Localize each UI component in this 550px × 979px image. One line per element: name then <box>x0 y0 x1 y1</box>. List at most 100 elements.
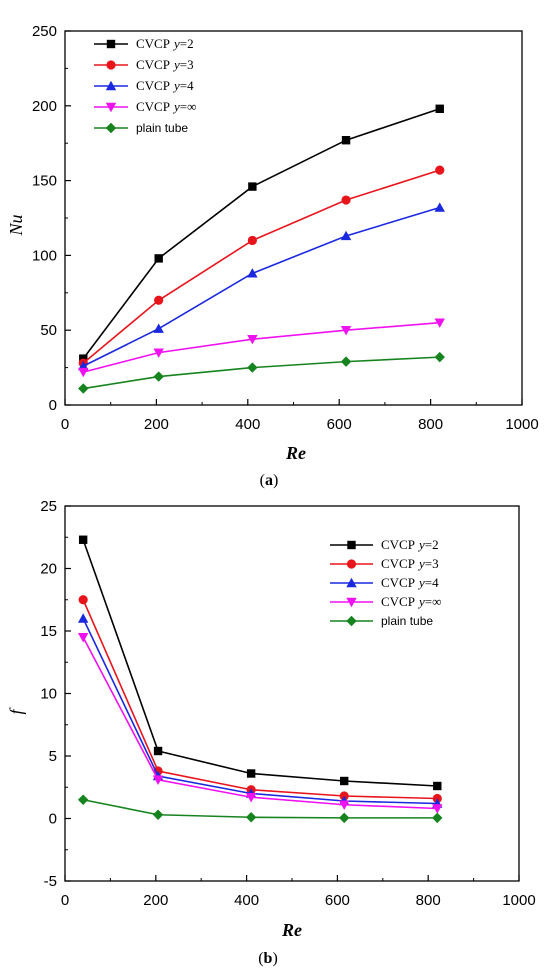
legend-param: y <box>172 36 180 51</box>
caption-letter: b <box>264 950 273 967</box>
data-point <box>434 318 445 328</box>
y-tick-label: 150 <box>32 173 57 190</box>
caption-open: ( <box>260 472 265 489</box>
x-tick-label: 200 <box>143 892 168 909</box>
legend-label: plain tube <box>381 614 433 628</box>
legend-marker <box>106 39 116 49</box>
legend-value: =2 <box>180 36 194 51</box>
data-point <box>248 182 257 191</box>
y-tick-label: 25 <box>40 498 57 515</box>
series-line <box>78 535 442 791</box>
legend-marker <box>105 122 117 134</box>
data-point <box>245 793 257 803</box>
series-line <box>78 165 445 368</box>
y-tick-label: 15 <box>40 623 57 640</box>
legend-param: y <box>172 78 180 93</box>
x-tick-label: 200 <box>144 416 169 433</box>
data-point <box>433 781 442 791</box>
data-point <box>341 136 351 145</box>
series-path <box>82 618 438 805</box>
legend-name: CVCP <box>136 36 170 51</box>
series-line <box>77 613 443 808</box>
series-path <box>83 321 440 373</box>
legend-name: CVCP <box>136 57 170 72</box>
legend-value: =∞ <box>180 99 197 114</box>
legend-name: CVCP <box>381 594 415 609</box>
y-tick-label: 0 <box>49 811 57 828</box>
x-tick-label: 400 <box>235 416 260 433</box>
data-point <box>152 775 164 785</box>
data-point <box>77 633 89 643</box>
data-point <box>340 326 352 336</box>
data-point <box>434 351 445 363</box>
legend-label: CVCP y=∞ <box>136 99 196 114</box>
data-point <box>339 800 350 810</box>
series-line <box>77 794 443 824</box>
data-point <box>435 165 445 175</box>
data-point <box>340 776 349 786</box>
y-tick-label: 200 <box>32 98 57 115</box>
plot-frame <box>64 505 520 882</box>
caption-close: ) <box>272 950 277 967</box>
data-point <box>78 383 89 394</box>
legend-value: =4 <box>180 78 194 93</box>
subfigure-caption: (b) <box>258 950 278 967</box>
caption-open: ( <box>258 950 263 967</box>
data-point <box>152 809 164 820</box>
x-tick-label: 400 <box>234 892 259 909</box>
data-point <box>432 812 443 824</box>
legend-value: =2 <box>425 537 439 552</box>
y-tick-label: 250 <box>32 23 57 40</box>
data-point <box>341 195 351 205</box>
data-point <box>339 812 350 824</box>
legend-name: plain tube <box>381 614 433 628</box>
series-path <box>82 599 438 800</box>
data-point <box>78 535 88 544</box>
plot-frame <box>64 30 523 406</box>
chart-a: 0 200 400 600 800 1000 0 50 100 150 200 250 Re Nu CVCP… <box>6 23 539 489</box>
x-tick-label: 1000 <box>502 892 535 909</box>
series-line <box>78 202 445 371</box>
legend-label: CVCP y=3 <box>136 57 194 72</box>
series-line <box>78 351 445 394</box>
series-path <box>83 356 440 390</box>
x-axis-label: Re <box>285 443 306 463</box>
legend-name: plain tube <box>136 121 188 135</box>
x-axis-label: Re <box>281 920 302 940</box>
y-axis-label: Nu <box>6 214 26 236</box>
legend-marker <box>347 540 356 550</box>
series-path <box>82 108 440 360</box>
y-tick-label: 10 <box>40 686 57 703</box>
data-point <box>154 254 163 263</box>
data-point <box>153 348 164 358</box>
x-tick-label: 800 <box>418 416 443 433</box>
legend-param: y <box>417 537 425 552</box>
y-tick-label: 20 <box>40 561 57 578</box>
y-tick-label: 50 <box>40 322 57 339</box>
series-line <box>79 104 444 363</box>
data-point <box>247 334 258 345</box>
legend-marker <box>106 60 116 70</box>
data-point <box>77 613 89 623</box>
legend-label: CVCP y=4 <box>381 575 439 590</box>
y-tick-label: 100 <box>32 247 57 264</box>
data-point <box>340 356 352 367</box>
x-tick-label: 600 <box>327 416 352 433</box>
caption-close: ) <box>273 472 278 489</box>
x-tick-label: 1000 <box>505 416 538 433</box>
y-axis-label: f <box>6 707 26 715</box>
data-point <box>153 746 163 756</box>
data-point <box>153 371 164 382</box>
data-point <box>77 794 89 805</box>
legend-marker <box>105 102 117 113</box>
legend-value: =3 <box>180 57 194 72</box>
y-tick-label: 0 <box>49 397 57 414</box>
data-point <box>340 230 352 241</box>
data-point <box>247 268 258 278</box>
y-tick-label: -5 <box>44 873 57 890</box>
data-point <box>78 367 89 378</box>
legend-param: y <box>417 594 425 609</box>
data-point <box>246 769 256 778</box>
